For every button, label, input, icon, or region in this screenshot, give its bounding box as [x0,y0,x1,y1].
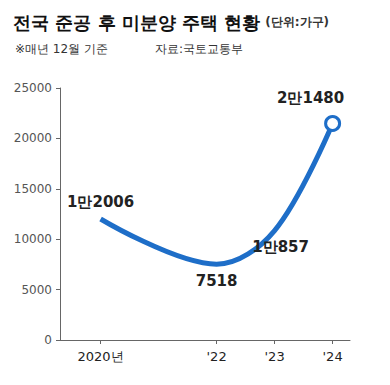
svg-text:'23: '23 [265,349,285,364]
svg-text:15000: 15000 [14,182,52,196]
svg-text:1만2006: 1만2006 [67,193,134,211]
svg-text:2만1480: 2만1480 [277,89,344,107]
svg-text:※매년 12월 기준: ※매년 12월 기준 [15,42,108,56]
svg-text:25000: 25000 [14,81,52,95]
svg-text:1만857: 1만857 [252,238,309,256]
svg-text:0: 0 [44,333,52,347]
svg-text:7518: 7518 [196,272,238,290]
svg-text:2020년: 2020년 [78,349,124,364]
svg-text:자료:국토교통부: 자료:국토교통부 [155,42,243,56]
svg-text:(단위:가구): (단위:가구) [265,15,329,29]
svg-text:5000: 5000 [21,283,52,297]
svg-text:20000: 20000 [14,131,52,145]
svg-text:전국 준공 후 미분양 주택 현황: 전국 준공 후 미분양 주택 현황 [13,12,260,33]
svg-text:'24: '24 [323,349,343,364]
svg-text:10000: 10000 [14,232,52,246]
svg-text:'22: '22 [207,349,227,364]
